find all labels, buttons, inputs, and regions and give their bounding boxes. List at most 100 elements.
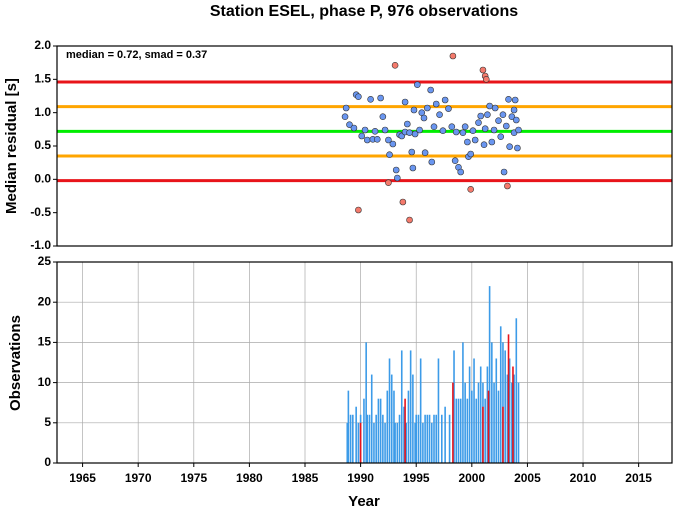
bar	[440, 414, 443, 463]
point	[346, 121, 353, 128]
bar	[355, 406, 357, 463]
bar	[428, 414, 431, 463]
y-tick-label: 5	[44, 415, 51, 429]
bar	[409, 350, 412, 463]
bar	[404, 398, 406, 463]
bar	[497, 390, 500, 463]
bar	[368, 414, 371, 463]
bar	[471, 390, 473, 463]
bar	[373, 422, 375, 463]
point	[358, 132, 366, 140]
bar	[452, 382, 454, 463]
point	[373, 136, 381, 143]
bar	[349, 414, 352, 463]
y-axis-label: Median residual [s]	[3, 78, 20, 214]
y-tick-label: 0	[44, 455, 51, 469]
point	[439, 127, 447, 134]
point	[385, 179, 392, 186]
bar	[502, 406, 504, 463]
point	[409, 164, 417, 172]
bar	[504, 350, 506, 463]
point	[471, 136, 479, 144]
point	[371, 128, 379, 135]
bar	[468, 366, 471, 463]
point	[490, 126, 498, 134]
point	[513, 116, 520, 124]
bar	[475, 398, 478, 463]
point	[510, 106, 518, 114]
bar	[388, 358, 391, 463]
point	[367, 96, 374, 103]
bar	[405, 422, 408, 463]
bar	[502, 342, 504, 463]
x-tick-label: 1990	[347, 471, 374, 485]
bar	[375, 414, 377, 463]
bar	[384, 422, 386, 463]
point	[414, 81, 421, 88]
point	[451, 157, 459, 164]
point	[486, 102, 493, 110]
bar	[382, 414, 384, 463]
bar	[363, 398, 365, 463]
bar	[419, 358, 422, 463]
bar	[357, 422, 360, 463]
bar	[457, 398, 460, 463]
y-tick-label: 0.5	[34, 138, 51, 152]
x-tick-label: 2005	[514, 471, 541, 485]
point	[389, 140, 397, 148]
point	[385, 136, 392, 144]
point	[441, 96, 449, 104]
point	[350, 124, 358, 132]
bar	[495, 358, 498, 463]
bar	[417, 414, 420, 463]
bar	[515, 318, 518, 463]
x-tick-label: 2000	[458, 471, 485, 485]
point	[379, 113, 387, 120]
point	[469, 127, 477, 134]
point	[500, 168, 508, 176]
bar	[508, 358, 511, 463]
point	[394, 174, 401, 182]
point	[341, 113, 349, 120]
point	[511, 96, 519, 104]
point	[514, 144, 521, 152]
bar	[424, 414, 426, 463]
point	[448, 123, 456, 130]
bar	[352, 414, 354, 463]
annotation: median = 0.72, smad = 0.37	[66, 49, 207, 61]
point	[515, 126, 522, 134]
bar	[462, 342, 464, 463]
point	[480, 141, 488, 148]
point	[392, 166, 400, 174]
point	[408, 148, 416, 156]
point	[461, 123, 469, 130]
point	[399, 198, 407, 206]
point	[410, 106, 418, 114]
bar	[517, 382, 520, 463]
bar	[437, 358, 440, 463]
point	[391, 62, 399, 69]
y-tick-label: -0.5	[30, 205, 51, 219]
y-axis-label: Observations	[7, 315, 24, 411]
point	[491, 104, 499, 112]
bar	[370, 374, 373, 463]
bar	[346, 422, 349, 463]
bar	[499, 326, 502, 463]
point	[484, 111, 491, 118]
bar	[386, 390, 389, 463]
point	[421, 149, 429, 156]
point	[427, 86, 434, 94]
point	[342, 104, 350, 112]
point	[459, 129, 467, 136]
y-tick-label: 2.0	[34, 38, 51, 52]
point	[381, 126, 389, 134]
y-tick-label: 25	[38, 254, 52, 268]
bar	[487, 390, 490, 463]
bar	[359, 422, 362, 463]
bar	[491, 342, 493, 463]
point	[432, 100, 440, 108]
bar	[512, 366, 514, 463]
bar	[430, 422, 433, 463]
bar	[415, 414, 418, 463]
